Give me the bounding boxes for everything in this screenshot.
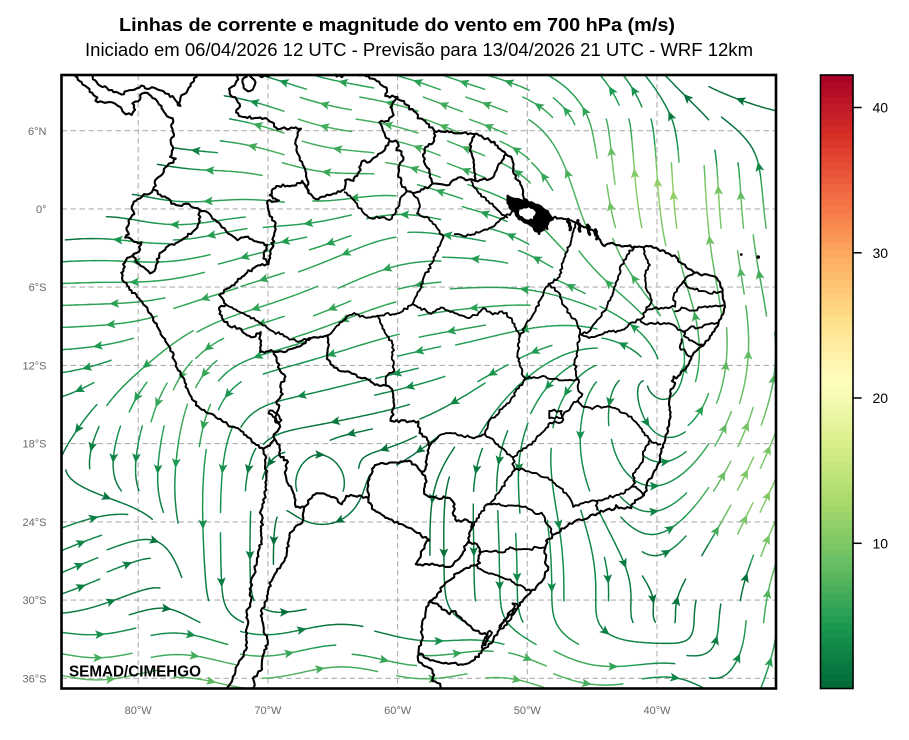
svg-text:12°S: 12°S <box>23 361 47 373</box>
svg-text:40°W: 40°W <box>643 705 671 717</box>
svg-text:6°N: 6°N <box>28 126 47 138</box>
svg-text:60°W: 60°W <box>384 705 412 717</box>
svg-text:18°S: 18°S <box>23 439 47 451</box>
svg-text:70°W: 70°W <box>254 705 282 717</box>
svg-text:10: 10 <box>873 535 889 551</box>
svg-text:6°S: 6°S <box>29 282 47 294</box>
svg-text:Iniciado em 06/04/2026 12 UTC: Iniciado em 06/04/2026 12 UTC - Previsão… <box>85 40 753 60</box>
svg-text:40: 40 <box>873 100 889 116</box>
svg-text:0°: 0° <box>36 204 47 216</box>
svg-text:SEMAD/CIMEHGO: SEMAD/CIMEHGO <box>69 664 201 681</box>
svg-text:36°S: 36°S <box>23 673 47 685</box>
svg-text:80°W: 80°W <box>125 705 153 717</box>
svg-text:24°S: 24°S <box>23 517 47 529</box>
svg-text:30: 30 <box>873 245 889 261</box>
svg-text:Linhas de corrente e magnitude: Linhas de corrente e magnitude do vento … <box>119 14 675 35</box>
svg-text:50°W: 50°W <box>514 705 542 717</box>
svg-text:20: 20 <box>873 390 889 406</box>
svg-text:30°S: 30°S <box>23 595 47 607</box>
